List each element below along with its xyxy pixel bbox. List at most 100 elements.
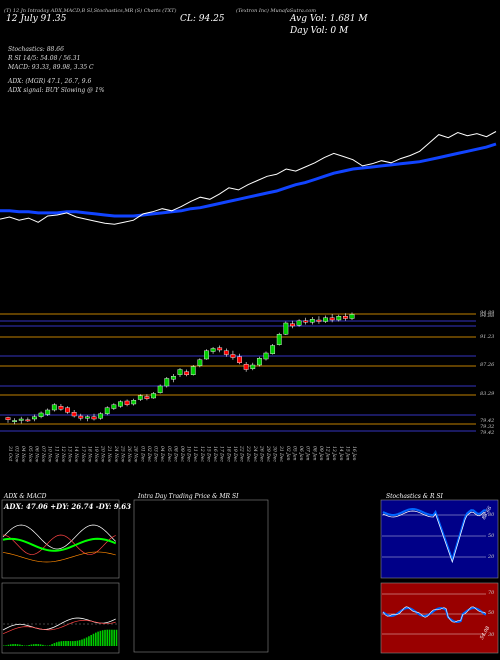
candles xyxy=(5,312,355,425)
macd-hist-bar xyxy=(81,639,83,646)
stoch-k-line xyxy=(382,508,487,564)
candle-body xyxy=(177,369,183,375)
x-date-label: 13 Jan xyxy=(331,446,337,461)
macd-hist-bar xyxy=(74,640,76,646)
candle-body xyxy=(323,317,328,322)
macd-hist-bar xyxy=(26,645,28,646)
candle-body xyxy=(270,345,276,354)
price-level-label: 94.89 xyxy=(480,310,495,316)
macd-hist-bar xyxy=(5,645,7,646)
candle-body xyxy=(263,352,269,360)
macd-hist-bar xyxy=(67,641,69,646)
macd-panel-frame xyxy=(1,582,120,654)
x-date-label: 13 Nov xyxy=(67,446,73,463)
candle-body xyxy=(45,409,51,415)
candle-body xyxy=(164,378,170,387)
candle-body xyxy=(204,350,209,360)
candle-body xyxy=(276,334,282,345)
x-date-label: 29 Dec xyxy=(265,445,271,462)
macd-signal-line xyxy=(2,620,116,635)
x-date-label: 02 Jan xyxy=(285,446,291,461)
x-date-label: 10 Dec xyxy=(186,446,192,462)
candle-body xyxy=(5,417,11,420)
macd-hist-bar xyxy=(28,644,30,646)
candle-body xyxy=(38,412,44,417)
x-date-label: 11 Dec xyxy=(192,446,198,462)
macd-hist-bar xyxy=(37,644,40,646)
macd-hist-bar xyxy=(58,641,60,646)
macd-hist-bar xyxy=(7,644,10,646)
x-date-label: 24 Nov xyxy=(113,445,119,463)
candle-body xyxy=(124,400,130,405)
intraday-panel-title: Intra Day Trading Price & MR SI xyxy=(138,493,239,500)
candle-body xyxy=(197,359,203,366)
x-date-label: 18 Dec xyxy=(225,446,231,462)
candle-body xyxy=(237,356,242,363)
price-level-label: 83.29 xyxy=(480,391,495,397)
x-date-label: 21 Nov xyxy=(106,445,112,463)
macd-hist-bar xyxy=(69,641,72,646)
macd-hist-bar xyxy=(53,643,56,646)
x-date-label: 31 Oct xyxy=(7,446,13,461)
x-date-label: 12 Dec xyxy=(199,446,205,462)
x-date-label: 25 Nov xyxy=(119,445,125,463)
rsi-readout: R SI 14/5: 54.08 / 56.31 xyxy=(8,55,81,62)
macd-hist-bar xyxy=(78,640,81,646)
candle-body xyxy=(190,366,196,375)
candle-body xyxy=(336,316,342,321)
adx-lines xyxy=(2,524,117,563)
price-level-label: 87.26 xyxy=(480,362,495,368)
macd-hist-bar xyxy=(60,641,63,646)
macd-hist-bar xyxy=(46,645,49,646)
macd-hist-bar xyxy=(83,638,86,646)
candle-body xyxy=(217,347,223,351)
x-date-label: 15 Dec xyxy=(205,446,211,462)
macd-hist-bar xyxy=(14,644,17,646)
macd-line xyxy=(2,617,116,631)
x-date-label: 10 Nov xyxy=(47,446,53,463)
adx-panel-frame xyxy=(1,499,120,579)
rsi-level-30: 30 xyxy=(488,632,495,638)
date-label: 12 July 91.35 xyxy=(6,14,67,24)
candle-body xyxy=(223,350,229,355)
x-date-label: 22 Dec xyxy=(239,445,245,462)
stoch-level-50: 50 xyxy=(488,533,495,539)
chart-subtitle: (T) 12 Jn Intraday ADX,MACD,B SI,Stochas… xyxy=(4,8,177,14)
macd-hist-bar xyxy=(65,640,67,646)
candle-body xyxy=(78,415,84,419)
candle-body xyxy=(104,407,110,414)
candle-body xyxy=(283,322,289,335)
macd-hist-bar xyxy=(21,645,23,646)
x-date-label: 31 Dec xyxy=(278,446,284,462)
candle-body xyxy=(144,396,150,399)
price-levels xyxy=(0,313,476,432)
candle-body xyxy=(210,348,216,352)
candle-body xyxy=(342,316,348,319)
adx-minus-line xyxy=(2,534,116,555)
candle-body xyxy=(184,371,190,375)
price-level-label: 79.32 xyxy=(480,424,495,430)
candle-body xyxy=(111,404,117,409)
moving-average-line xyxy=(0,142,497,218)
x-date-label: 05 Jan xyxy=(291,446,297,461)
macd-hist-bar xyxy=(44,645,46,646)
x-date-label: 03 Nov xyxy=(14,446,20,463)
rsi-panel-frame xyxy=(380,582,499,654)
adx-main-line xyxy=(2,551,116,563)
macd-hist-bar xyxy=(42,644,44,646)
macd-hist-bar xyxy=(51,644,53,646)
candle-body xyxy=(243,364,249,370)
macd-hist-bar xyxy=(39,644,42,646)
macd-hist-bar xyxy=(55,642,58,646)
x-date-label: 02 Dec xyxy=(146,446,152,462)
x-date-label: 09 Jan xyxy=(318,446,324,461)
macd-hist-bar xyxy=(76,640,79,646)
macd-hist-bar xyxy=(19,644,21,646)
x-date-label: 15 Jan xyxy=(344,446,350,461)
rsi-level-70: 70 xyxy=(488,590,495,596)
x-date-label: 08 Dec xyxy=(172,446,178,462)
close-label: CL: 94.25 xyxy=(180,14,225,24)
x-date-label: 16 Jan xyxy=(351,446,357,461)
macd-hist-bar xyxy=(32,644,35,646)
x-date-label: 18 Nov xyxy=(86,446,92,463)
